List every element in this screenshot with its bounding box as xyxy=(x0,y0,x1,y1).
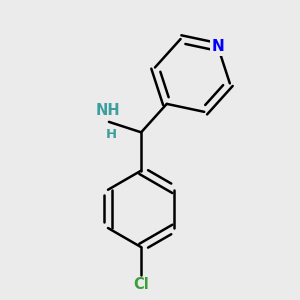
Text: H: H xyxy=(106,128,117,141)
Text: Cl: Cl xyxy=(133,278,149,292)
Text: NH: NH xyxy=(95,103,120,118)
Text: N: N xyxy=(212,40,224,55)
